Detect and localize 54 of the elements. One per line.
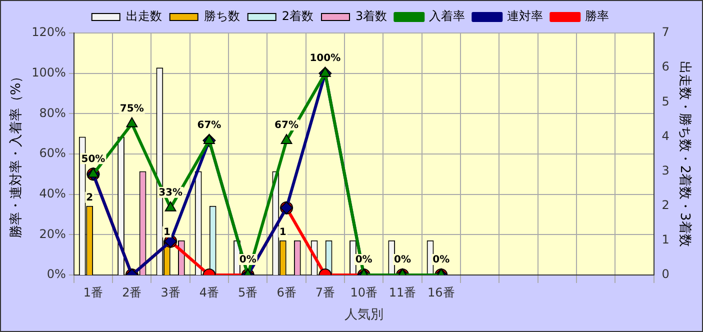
point [164,201,176,212]
y2-tick-label: 4 [662,128,670,143]
data-label: 0% [432,254,450,266]
y-tick-label: 100% [32,65,66,80]
data-label: 33% [158,187,183,198]
y2-tick-label: 6 [662,60,670,74]
y2-axis-title: 出走数・勝ち数・2着数・3着数 [676,61,693,247]
y2-tick-label: 7 [662,25,670,40]
legend-label: 出走数 [126,9,162,24]
y-axis-title: 勝率・連対率・入着率（%） [8,70,24,238]
x-axis-title: 人気別 [344,308,384,323]
data-label: 67% [274,120,298,132]
x-tick-label: 6番 [276,285,296,300]
legend-label: 連対率 [507,9,544,24]
legend-label: 2着数 [282,9,314,24]
y-tick-label: 120% [32,25,66,40]
y-tick-label: 0% [46,267,66,282]
data-label: 1 [279,227,286,238]
y2-tick-label: 5 [662,94,670,108]
y2-tick-label: 2 [662,198,670,212]
data-label: 67% [197,120,222,132]
x-tick-label: 10番 [350,285,378,300]
y2-tick-label: 3 [662,163,670,178]
data-label: 1 [163,227,170,238]
point [319,66,331,77]
legend-label: 勝率 [585,9,610,24]
data-label: 0% [239,254,256,266]
legend-label: 入着率 [429,9,466,24]
y2-tick-label: 0 [662,267,670,282]
data-label: 0% [355,254,372,266]
point [88,168,99,178]
legend-label: 3着数 [356,9,388,24]
data-label: 100% [310,52,341,64]
x-tick-label: 2番 [122,285,142,300]
x-tick-label: 7番 [315,285,335,300]
point [204,134,215,144]
data-label: 75% [120,103,144,114]
x-tick-label: 4番 [199,285,220,300]
y-tick-label: 20% [39,226,66,241]
point [280,134,292,144]
y2-tick-label: 1 [662,232,670,247]
y-tick-label: 60% [39,146,66,160]
x-tick-label: 16番 [428,285,455,300]
data-label: 0% [394,254,411,266]
x-tick-label: 5番 [238,285,258,300]
data-label: 50% [81,154,106,165]
legend-label: 勝ち数 [204,9,240,24]
data-label: 2 [86,192,94,204]
x-tick-label: 1番 [83,285,104,300]
y-tick-label: 80% [39,106,66,120]
x-tick-label: 3番 [160,285,180,300]
x-tick-label: 11番 [388,285,416,300]
point [126,117,138,128]
y-tick-label: 40% [39,186,66,200]
